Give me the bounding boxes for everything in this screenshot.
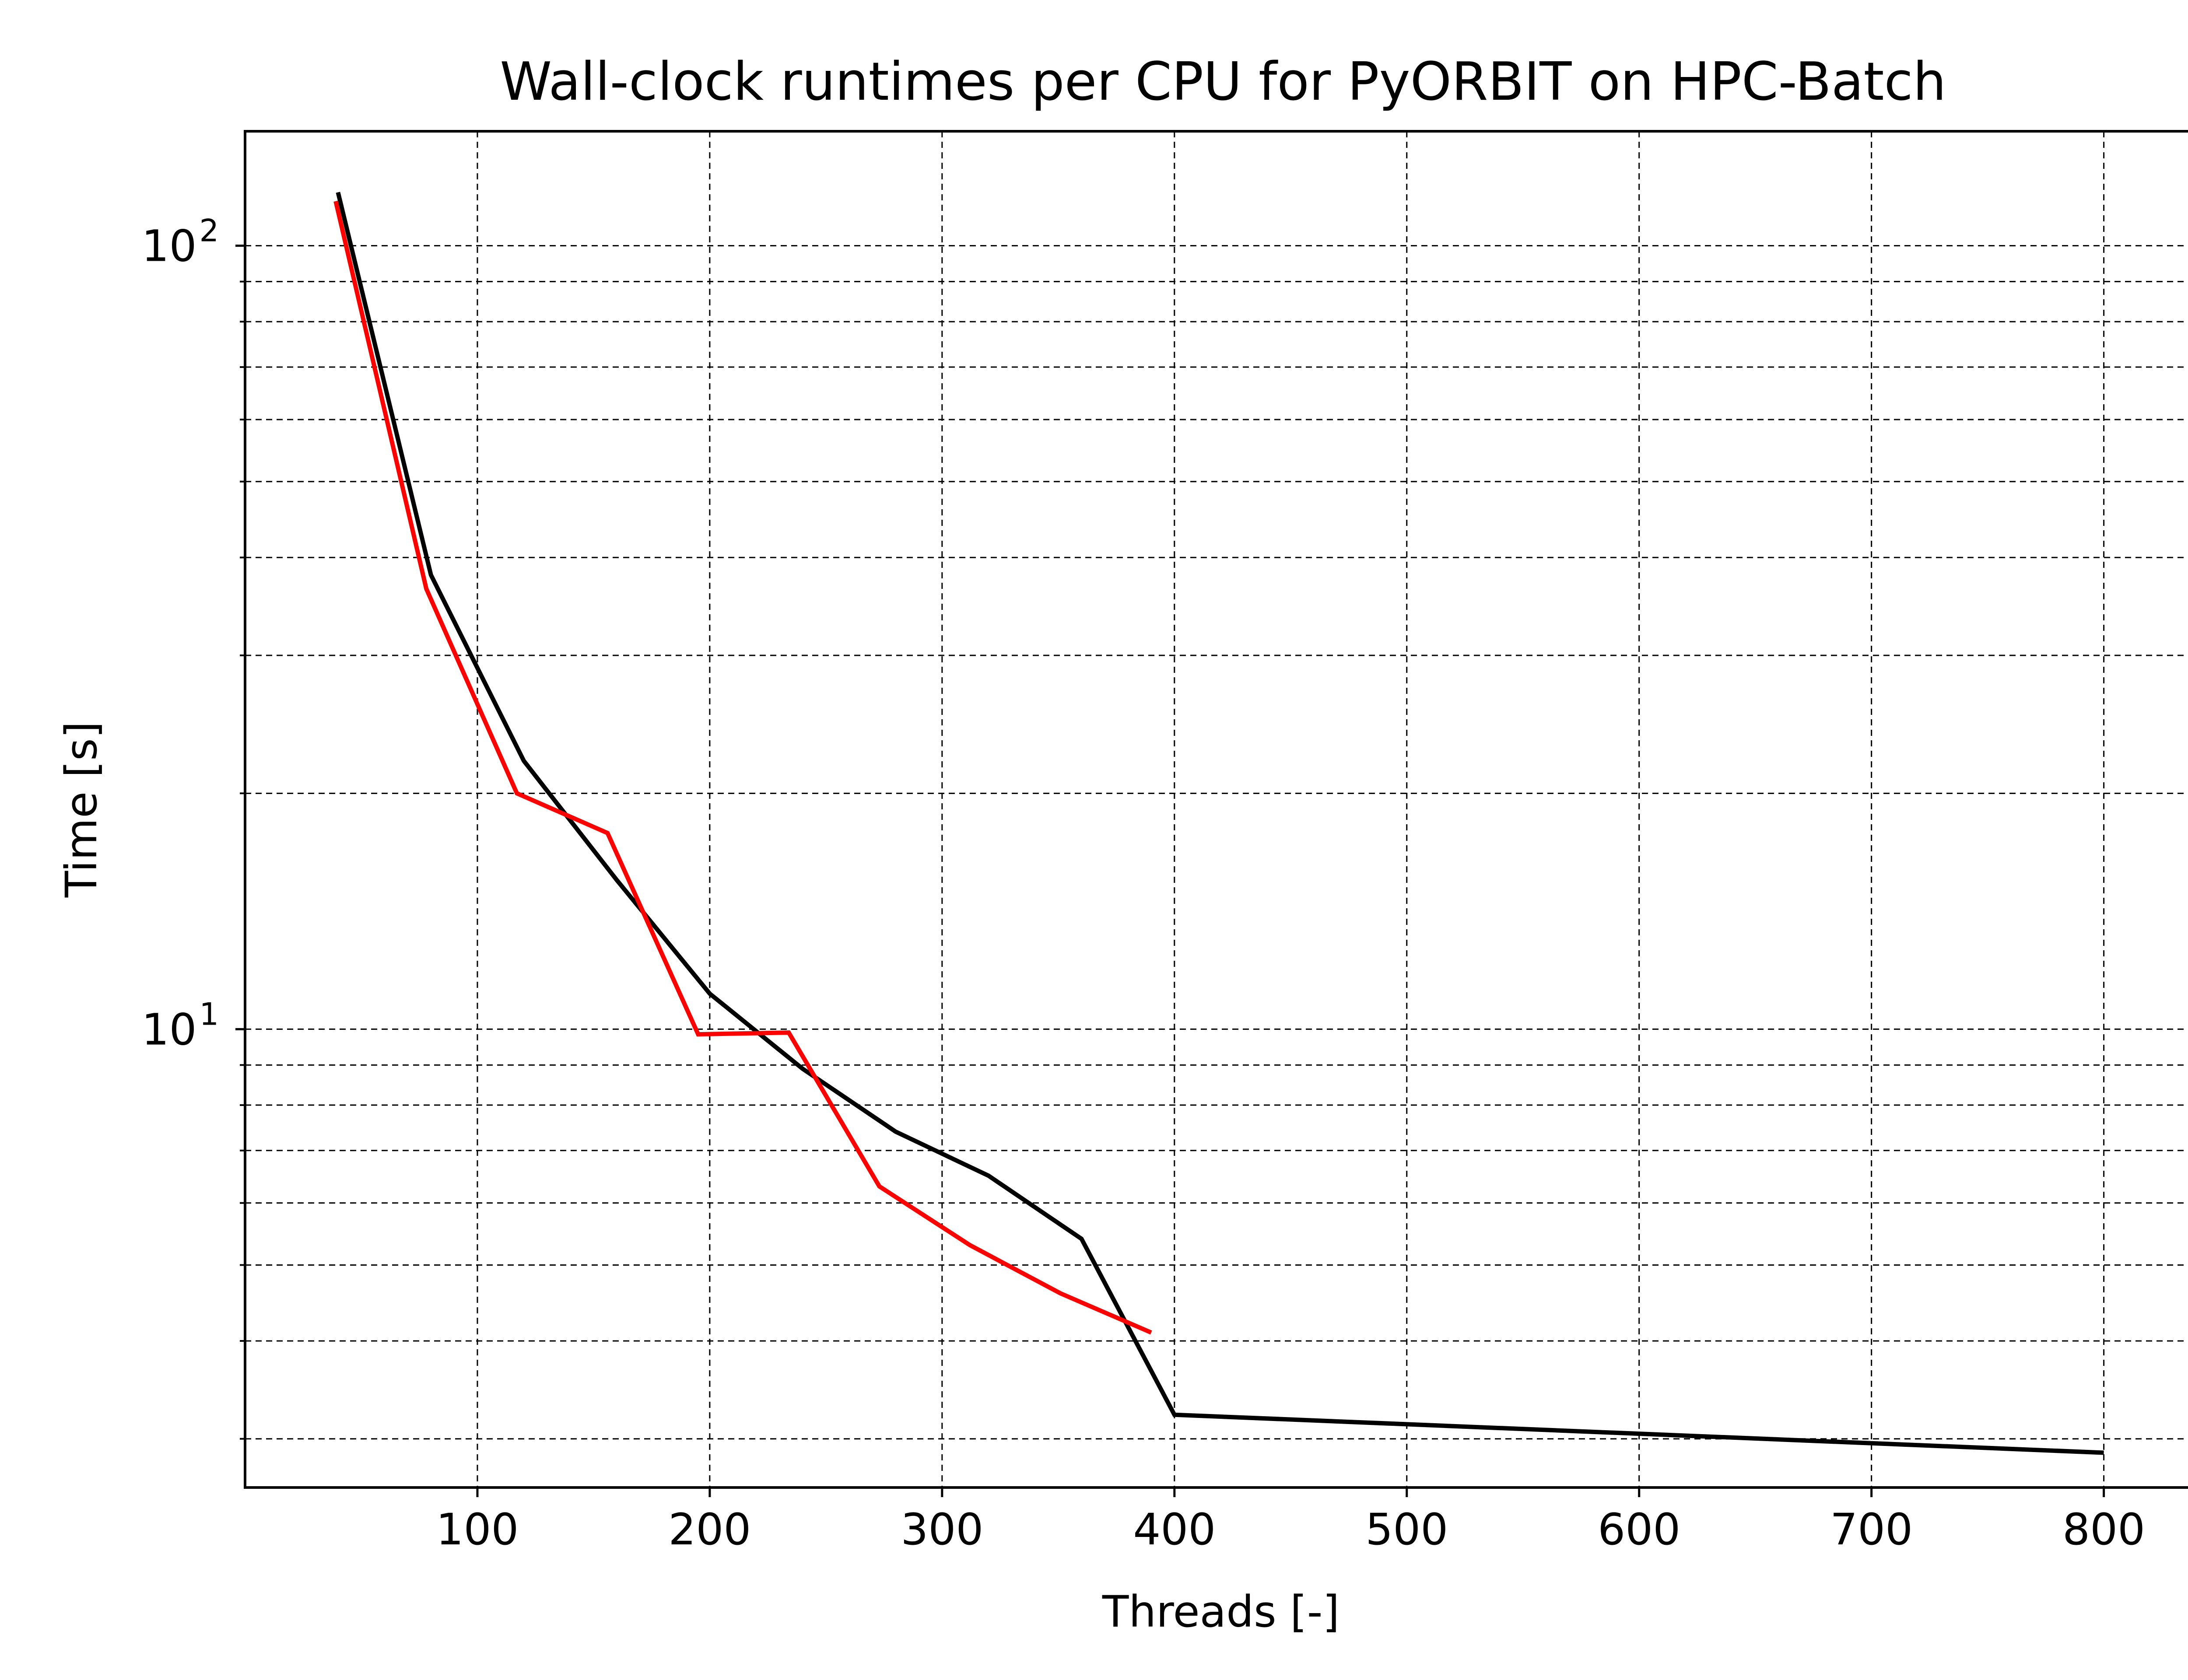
y-axis: 101 102 bbox=[141, 213, 245, 1440]
y-tick-label: 102 bbox=[141, 213, 219, 272]
x-tick-label: 200 bbox=[668, 1505, 751, 1555]
grid bbox=[245, 131, 2188, 1488]
x-tick-label: 100 bbox=[436, 1505, 519, 1555]
x-tick-label: 500 bbox=[1365, 1505, 1448, 1555]
x-axis-label: Threads [-] bbox=[1102, 1587, 1339, 1637]
y-axis-label: Time [s] bbox=[56, 721, 107, 898]
plot-frame bbox=[244, 130, 2188, 1489]
x-tick-label: 400 bbox=[1133, 1505, 1216, 1555]
x-tick-label: 700 bbox=[1830, 1505, 1913, 1555]
series-line-1 bbox=[336, 192, 2104, 1455]
y-tick-label: 101 bbox=[141, 996, 219, 1055]
x-tick-label: 600 bbox=[1598, 1505, 1680, 1555]
chart-title: Wall-clock runtimes per CPU for PyORBIT … bbox=[500, 52, 1946, 112]
series-line-2 bbox=[333, 200, 1152, 1335]
series-group bbox=[333, 192, 2104, 1455]
x-axis: 100 200 300 400 500 600 700 800 bbox=[436, 1488, 2145, 1555]
x-tick-label: 800 bbox=[2062, 1505, 2145, 1555]
x-tick-label: 300 bbox=[901, 1505, 983, 1555]
